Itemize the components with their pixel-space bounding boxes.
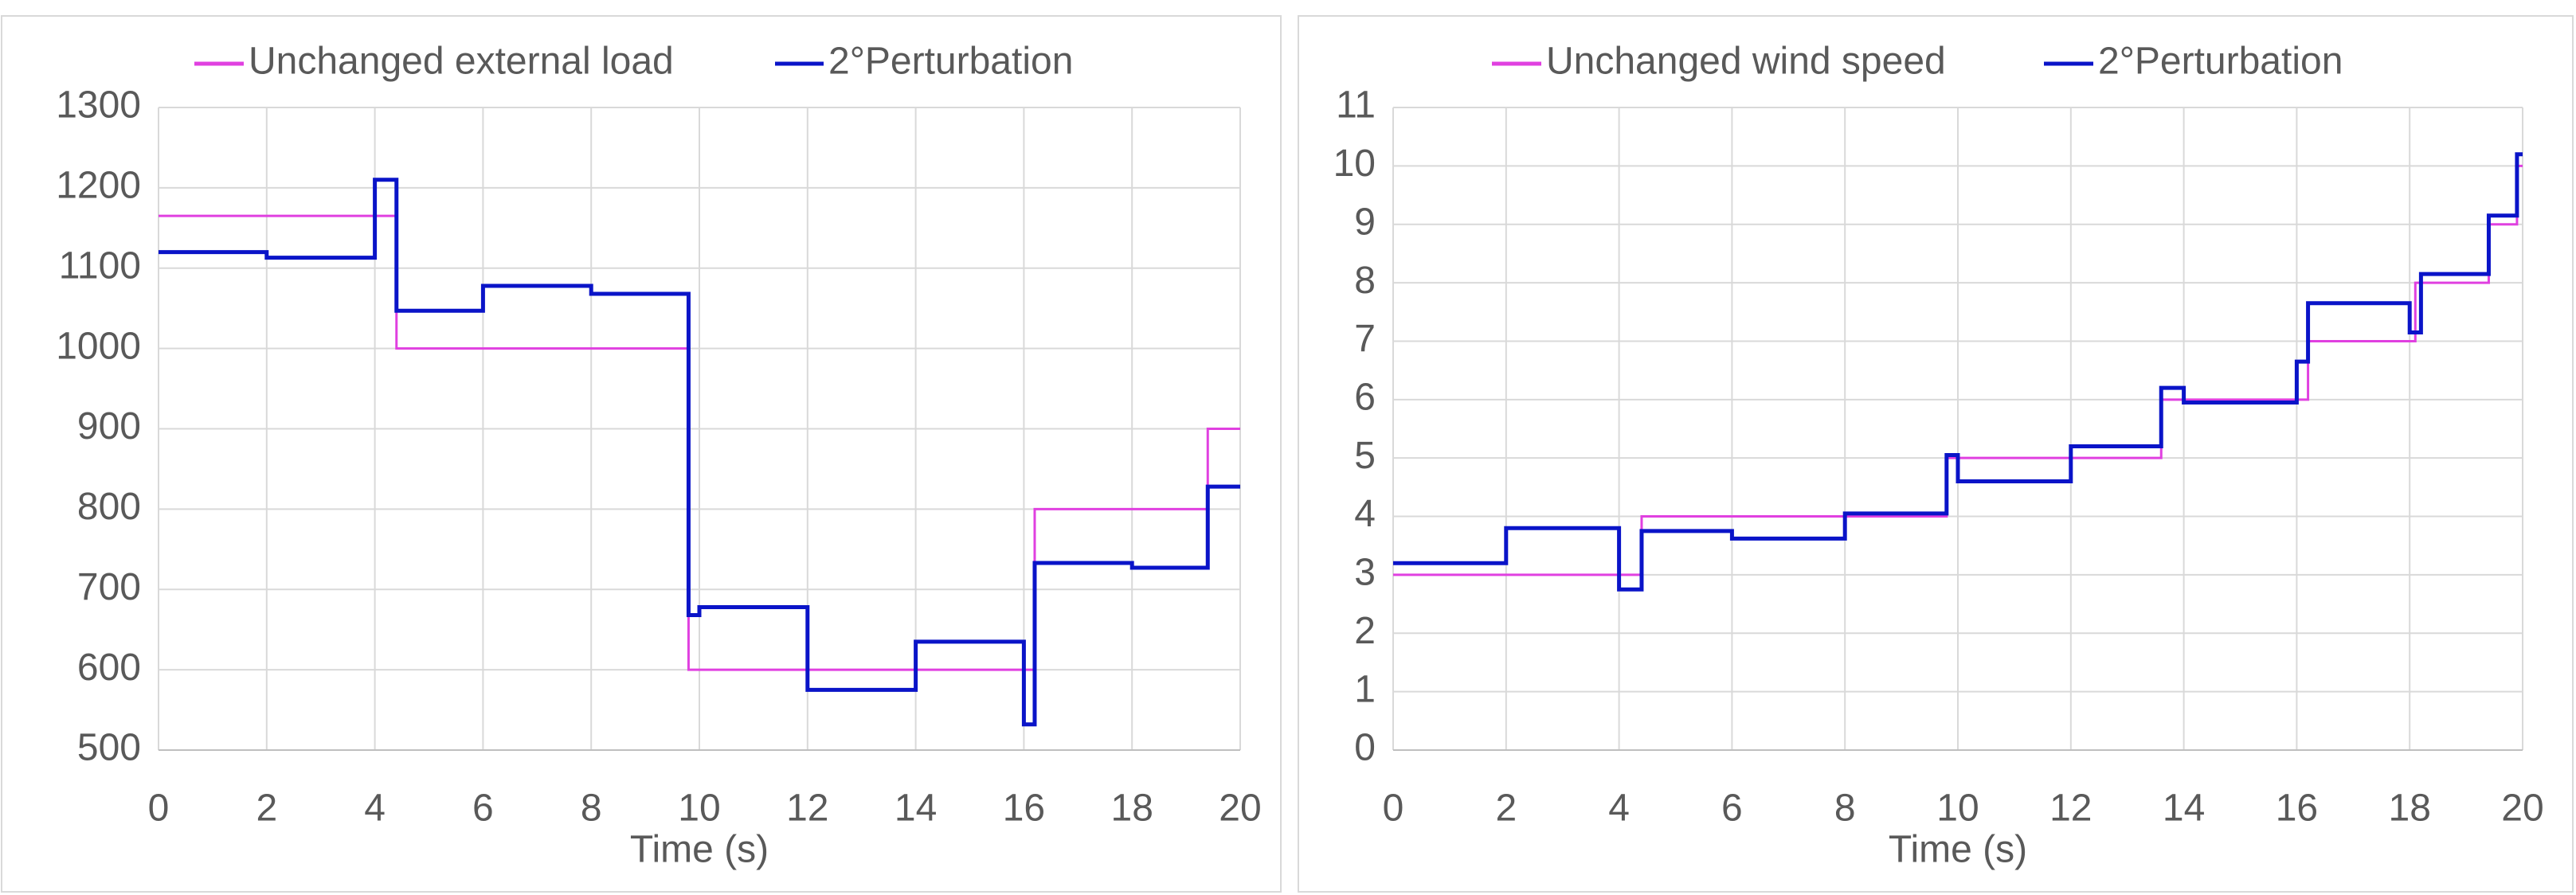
series-line <box>159 178 1240 727</box>
x-axis-title: Time (s) <box>630 829 769 871</box>
y-tick-label: 800 <box>77 486 141 528</box>
series-line <box>1393 164 2523 576</box>
y-tick-label: 1200 <box>56 165 141 207</box>
y-tick-label: 0 <box>1354 727 1376 769</box>
legend-label: 2°Perturbation <box>828 41 1073 83</box>
y-tick-label: 1100 <box>59 244 141 287</box>
x-tick-label: 6 <box>1721 788 1743 830</box>
x-tick-label: 14 <box>895 788 937 830</box>
x-tick-label: 14 <box>2163 788 2205 830</box>
y-tick-label: 1300 <box>56 84 141 127</box>
x-tick-label: 4 <box>1608 788 1630 830</box>
y-tick-label: 500 <box>77 727 141 769</box>
x-tick-label: 8 <box>581 788 602 830</box>
y-tick-label: 7 <box>1354 318 1376 360</box>
y-tick-label: 8 <box>1354 260 1376 302</box>
y-tick-label: 4 <box>1354 493 1376 535</box>
x-tick-label: 18 <box>2389 788 2431 830</box>
x-tick-label: 12 <box>2049 788 2092 830</box>
x-tick-label: 18 <box>1111 788 1153 830</box>
legend-label: Unchanged external load <box>249 41 674 83</box>
series-line <box>1393 152 2523 592</box>
x-tick-label: 6 <box>472 788 494 830</box>
y-tick-label: 9 <box>1354 201 1376 243</box>
y-tick-label: 11 <box>1336 84 1376 127</box>
y-tick-label: 5 <box>1354 435 1376 477</box>
x-tick-label: 10 <box>678 788 720 830</box>
y-tick-label: 700 <box>77 566 141 608</box>
x-tick-label: 2 <box>1495 788 1517 830</box>
x-tick-label: 12 <box>786 788 828 830</box>
x-axis-title: Time (s) <box>1889 829 2027 871</box>
x-tick-label: 20 <box>1219 788 1261 830</box>
panel-border <box>1 15 1282 893</box>
x-tick-label: 8 <box>1834 788 1856 830</box>
x-tick-label: 20 <box>2501 788 2543 830</box>
y-tick-label: 6 <box>1354 376 1376 418</box>
y-tick-label: 1000 <box>56 325 141 367</box>
x-tick-label: 16 <box>1003 788 1045 830</box>
y-tick-label: 1 <box>1354 668 1376 710</box>
y-tick-label: 600 <box>77 647 141 689</box>
x-tick-label: 0 <box>148 788 170 830</box>
legend-label: Unchanged wind speed <box>1546 41 1946 83</box>
y-tick-label: 10 <box>1333 143 1376 185</box>
y-tick-label: 2 <box>1354 610 1376 652</box>
x-tick-label: 10 <box>1936 788 1979 830</box>
x-tick-label: 2 <box>256 788 277 830</box>
x-tick-label: 16 <box>2276 788 2318 830</box>
panel-border <box>1298 15 2574 893</box>
legend-label: 2°Perturbation <box>2098 41 2343 83</box>
x-tick-label: 0 <box>1383 788 1404 830</box>
y-tick-label: 900 <box>77 405 141 448</box>
y-tick-label: 3 <box>1354 552 1376 594</box>
x-tick-label: 4 <box>364 788 386 830</box>
